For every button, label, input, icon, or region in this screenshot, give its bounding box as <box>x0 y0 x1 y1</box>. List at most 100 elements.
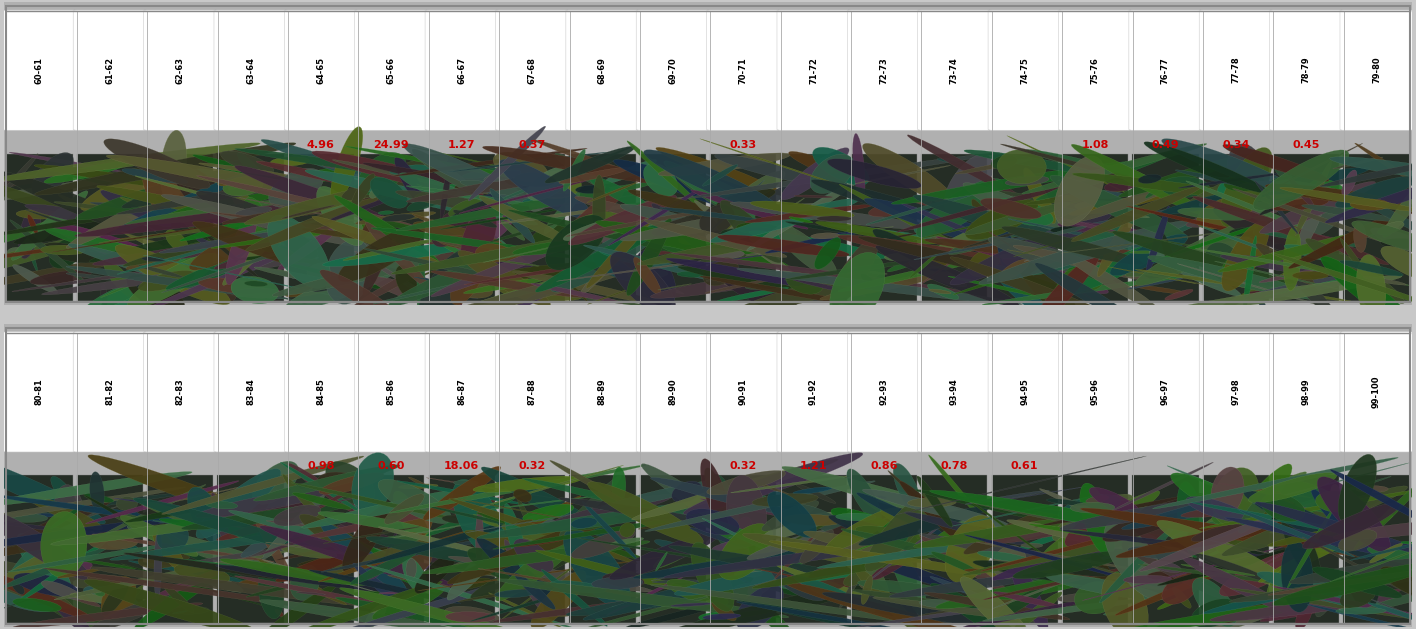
Ellipse shape <box>1239 509 1355 557</box>
Ellipse shape <box>285 282 340 297</box>
Ellipse shape <box>166 225 347 290</box>
Bar <box>6 476 72 623</box>
Ellipse shape <box>170 198 194 232</box>
Ellipse shape <box>101 190 171 227</box>
Ellipse shape <box>920 261 953 285</box>
Ellipse shape <box>731 202 932 230</box>
Ellipse shape <box>1163 574 1199 604</box>
Ellipse shape <box>1307 192 1348 211</box>
Ellipse shape <box>1289 196 1416 269</box>
Ellipse shape <box>122 169 188 184</box>
Ellipse shape <box>820 272 949 300</box>
FancyBboxPatch shape <box>777 10 850 130</box>
Text: 78-79: 78-79 <box>1301 57 1311 84</box>
Text: 68-69: 68-69 <box>598 57 607 84</box>
Ellipse shape <box>102 581 129 616</box>
Ellipse shape <box>1231 588 1416 620</box>
Ellipse shape <box>272 254 450 296</box>
Ellipse shape <box>329 575 535 629</box>
Ellipse shape <box>262 560 379 593</box>
Ellipse shape <box>913 224 935 235</box>
Ellipse shape <box>869 272 888 274</box>
Ellipse shape <box>238 228 292 239</box>
Ellipse shape <box>908 498 956 508</box>
Ellipse shape <box>969 248 1000 277</box>
Ellipse shape <box>1045 574 1165 600</box>
Ellipse shape <box>1046 243 1099 313</box>
Ellipse shape <box>221 151 273 174</box>
Ellipse shape <box>700 265 801 292</box>
Ellipse shape <box>452 226 511 262</box>
Bar <box>147 153 214 301</box>
FancyBboxPatch shape <box>1199 332 1273 452</box>
Bar <box>76 476 143 623</box>
Ellipse shape <box>1035 493 1202 527</box>
Ellipse shape <box>409 477 432 489</box>
Ellipse shape <box>1381 238 1416 249</box>
FancyBboxPatch shape <box>636 10 709 130</box>
Ellipse shape <box>115 498 307 525</box>
Ellipse shape <box>0 237 135 271</box>
Ellipse shape <box>559 167 629 184</box>
Ellipse shape <box>1296 161 1331 236</box>
Ellipse shape <box>588 182 637 203</box>
Ellipse shape <box>1293 540 1379 554</box>
Ellipse shape <box>453 480 479 486</box>
Ellipse shape <box>152 230 253 264</box>
Ellipse shape <box>918 608 974 617</box>
Ellipse shape <box>1272 198 1328 211</box>
Text: 84-85: 84-85 <box>316 379 326 405</box>
Ellipse shape <box>402 557 428 594</box>
Ellipse shape <box>953 230 1155 295</box>
Ellipse shape <box>639 516 714 529</box>
Ellipse shape <box>1296 195 1325 254</box>
Ellipse shape <box>1277 480 1344 513</box>
Ellipse shape <box>323 526 421 543</box>
Ellipse shape <box>460 212 498 220</box>
Ellipse shape <box>1138 174 1161 184</box>
Ellipse shape <box>1080 483 1114 556</box>
Ellipse shape <box>830 252 885 326</box>
Ellipse shape <box>1102 573 1148 629</box>
FancyBboxPatch shape <box>425 332 498 452</box>
Ellipse shape <box>0 509 91 580</box>
Ellipse shape <box>983 562 1154 600</box>
Ellipse shape <box>1097 207 1138 277</box>
Ellipse shape <box>1246 291 1281 298</box>
Ellipse shape <box>378 526 399 572</box>
Ellipse shape <box>1243 236 1256 313</box>
Ellipse shape <box>99 484 205 537</box>
Ellipse shape <box>643 164 678 196</box>
Ellipse shape <box>919 533 1168 591</box>
Ellipse shape <box>811 233 840 239</box>
Ellipse shape <box>998 549 1153 578</box>
Ellipse shape <box>135 176 249 207</box>
Ellipse shape <box>602 573 644 587</box>
Ellipse shape <box>855 165 950 184</box>
Ellipse shape <box>135 553 242 629</box>
Ellipse shape <box>0 519 61 592</box>
Ellipse shape <box>716 189 776 209</box>
Ellipse shape <box>18 206 41 259</box>
Ellipse shape <box>85 277 157 311</box>
Ellipse shape <box>473 476 582 493</box>
Ellipse shape <box>1219 483 1311 498</box>
Ellipse shape <box>1300 507 1332 528</box>
Ellipse shape <box>16 209 59 219</box>
Text: 0.60: 0.60 <box>378 461 405 471</box>
Ellipse shape <box>222 218 289 286</box>
Ellipse shape <box>48 593 93 629</box>
Ellipse shape <box>6 498 115 547</box>
Ellipse shape <box>238 153 276 194</box>
Ellipse shape <box>709 198 858 243</box>
Ellipse shape <box>762 501 818 532</box>
Ellipse shape <box>362 225 394 296</box>
Ellipse shape <box>1069 193 1168 215</box>
Ellipse shape <box>228 510 395 557</box>
Ellipse shape <box>195 191 313 238</box>
Ellipse shape <box>14 573 78 596</box>
Ellipse shape <box>54 484 84 541</box>
Ellipse shape <box>321 536 501 572</box>
Ellipse shape <box>998 587 1045 618</box>
Ellipse shape <box>440 166 450 220</box>
